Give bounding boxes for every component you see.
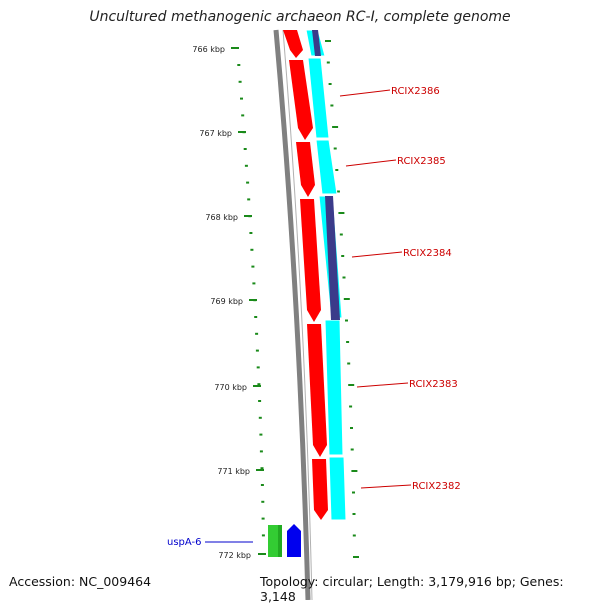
ruler-right-dot — [347, 362, 351, 365]
cds-cyan-segment[interactable] — [315, 139, 338, 195]
cds-cyan-segment[interactable] — [307, 57, 330, 139]
feature-label-uspA-6[interactable]: uspA-6 — [167, 537, 202, 548]
ruler-label-766: 766 kbp — [192, 45, 225, 54]
ruler-right-dot — [352, 534, 356, 537]
ruler-minor-dot — [241, 114, 245, 117]
ruler-right-dot — [333, 147, 337, 150]
ruler-minor-dot — [240, 97, 243, 100]
ruler-minor-dot — [259, 433, 263, 436]
ruler-right-dot — [351, 470, 358, 472]
ruler-right-dot — [346, 341, 350, 343]
ruler-minor-dot — [258, 400, 262, 402]
accession-text: Accession: NC_009464 — [9, 574, 152, 589]
backbone-arc-inner — [282, 29, 313, 600]
gene-leader-line — [356, 382, 409, 388]
ruler-minor-dot — [249, 232, 253, 234]
ruler-minor-dot — [261, 534, 265, 537]
ruler-right-dot — [326, 61, 330, 64]
cds-cyan-segment[interactable] — [328, 456, 347, 521]
gene-label-RCIX2386[interactable]: RCIX2386 — [391, 86, 440, 97]
gene-label-RCIX2383[interactable]: RCIX2383 — [409, 379, 458, 390]
ruler-right-dot — [338, 212, 345, 214]
ruler-right-dot — [325, 40, 331, 42]
ruler-label-770: 770 kbp — [214, 383, 247, 392]
ruler-right-dot — [345, 319, 348, 322]
ruler-minor-dot — [247, 198, 251, 201]
ruler-right-dot — [352, 513, 356, 515]
cds-red-RCIX2382[interactable] — [312, 459, 328, 520]
cds-red-RCIX2386[interactable] — [289, 60, 313, 140]
gene-leader-line — [339, 89, 391, 97]
ruler-right-dot — [353, 556, 359, 558]
ruler-right-dot — [349, 405, 353, 408]
ruler-right-dot — [336, 190, 340, 193]
cds-red-RCIX2383[interactable] — [307, 324, 327, 457]
ruler-right-dot — [332, 126, 339, 128]
backbone-arc-outer — [273, 29, 311, 600]
cds-red-RCIX2387[interactable] — [283, 30, 303, 58]
ruler-minor-dot — [261, 500, 265, 503]
gene-label-RCIX2382[interactable]: RCIX2382 — [412, 481, 461, 492]
gene-label-RCIX2385[interactable]: RCIX2385 — [397, 156, 446, 167]
ruler-right-dot — [350, 427, 353, 429]
ruler-minor-dot — [256, 366, 260, 369]
feature-blue-arrow[interactable] — [287, 524, 301, 557]
ruler-minor-dot — [260, 484, 264, 486]
ruler-minor-dot — [252, 282, 256, 285]
ruler-minor-dot — [237, 64, 241, 66]
ruler-right-dot — [339, 233, 343, 236]
ruler-minor-dot — [254, 316, 258, 318]
ruler-label-769: 769 kbp — [210, 297, 243, 306]
ruler-label-771: 771 kbp — [217, 467, 250, 476]
ruler-minor-dot — [251, 265, 255, 268]
cds-red-RCIX2384[interactable] — [300, 199, 321, 322]
cds-navy-segment[interactable] — [312, 30, 321, 56]
cds-navy-segment[interactable] — [325, 196, 340, 320]
ruler-right-dot — [350, 448, 354, 451]
ruler-minor-dot — [243, 148, 247, 150]
ruler-right-dot — [348, 384, 355, 386]
ruler-label-768: 768 kbp — [205, 213, 238, 222]
ruler-right-dot — [343, 298, 350, 300]
ruler-minor-dot — [261, 517, 265, 520]
ruler-right-ticks — [325, 40, 359, 558]
ruler-minor-dot — [257, 383, 261, 386]
ruler-label-767: 767 kbp — [199, 129, 232, 138]
ruler-right-dot — [330, 104, 334, 107]
ruler-minor-dot — [259, 450, 263, 453]
ruler-minor-dot — [246, 181, 250, 184]
ruler-minor-dot — [244, 164, 248, 167]
genome-title: Uncultured methanogenic archaeon RC-I, c… — [89, 9, 511, 25]
gene-leader-line — [345, 159, 397, 167]
feature-green-block-edge — [278, 525, 282, 557]
gene-label-RCIX2384[interactable]: RCIX2384 — [403, 248, 452, 259]
ruler-minor-dot — [258, 416, 262, 419]
ruler-minor-dot — [255, 332, 259, 335]
ruler-right-dot — [342, 276, 346, 279]
cds-red-RCIX2385[interactable] — [296, 142, 315, 197]
ruler-right-dot — [328, 83, 332, 85]
gene-leader-line — [360, 484, 412, 489]
ruler-label-772: 772 kbp — [218, 551, 251, 560]
ruler-minor-dot — [238, 80, 242, 83]
ruler-minor-dot — [250, 248, 254, 251]
ruler-minor-dot — [255, 349, 259, 352]
ruler-minor-dot — [260, 467, 264, 470]
cds-cyan-segment[interactable] — [324, 319, 344, 456]
gene-leader-line — [351, 251, 403, 258]
ruler-right-dot — [341, 255, 345, 257]
ruler-right-dot — [335, 169, 339, 171]
ruler-right-dot — [352, 491, 355, 494]
